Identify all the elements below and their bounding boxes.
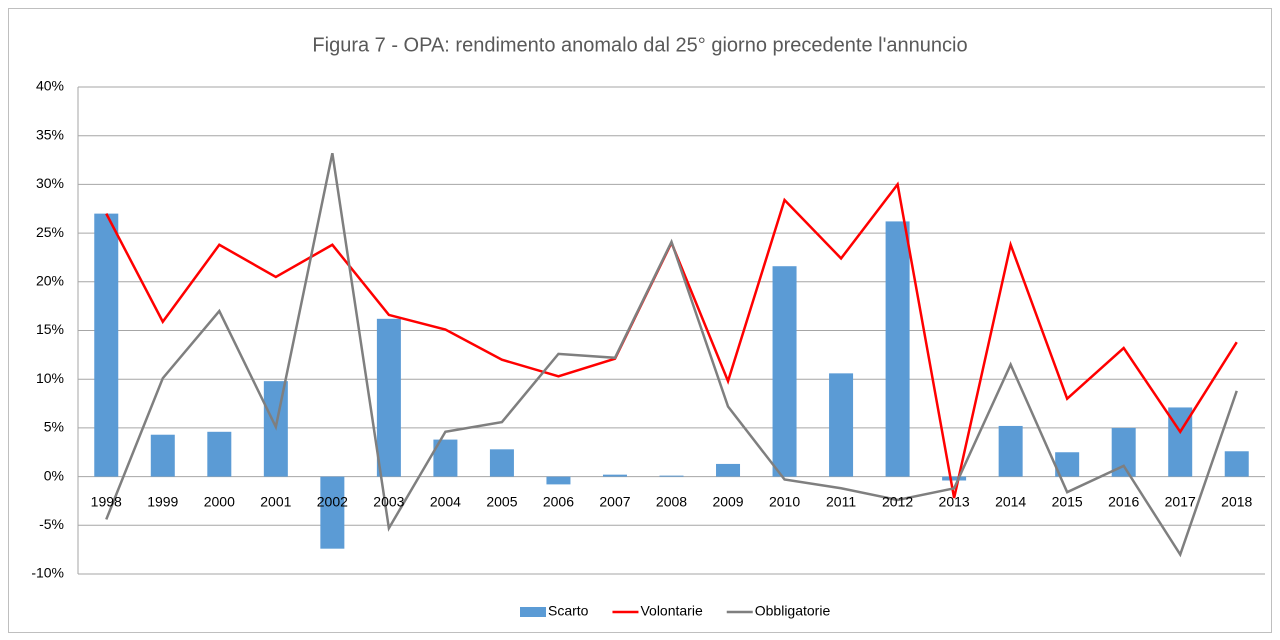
line <box>105 152 1238 558</box>
y-tick-label: -10% <box>31 565 64 581</box>
bar <box>94 213 119 477</box>
legend-label: Volontarie <box>640 603 702 619</box>
y-tick-label: 0% <box>44 467 64 483</box>
y-tick-label: 10% <box>36 370 64 386</box>
bar <box>998 425 1023 477</box>
x-tick-label: 2016 <box>1108 493 1139 509</box>
bar <box>376 318 401 477</box>
bar <box>659 475 684 477</box>
x-tick-label: 2001 <box>260 493 291 509</box>
x-tick-label: 2008 <box>656 493 687 509</box>
x-tick-label: 2002 <box>317 493 348 509</box>
x-tick-label: 2018 <box>1221 493 1252 509</box>
bar <box>489 449 514 477</box>
bar <box>885 221 910 477</box>
y-tick-label: 20% <box>36 273 64 289</box>
y-tick-label: 35% <box>36 126 64 142</box>
x-tick-label: 2007 <box>599 493 630 509</box>
x-tick-label: 2004 <box>430 493 461 509</box>
chart-border <box>8 8 1272 633</box>
x-tick-label: 2005 <box>486 493 517 509</box>
legend-swatch <box>520 607 546 617</box>
bar <box>829 373 854 477</box>
x-tick-label: 2009 <box>712 493 743 509</box>
bar <box>772 266 797 477</box>
x-tick-label: 2013 <box>939 493 970 509</box>
x-tick-label: 2017 <box>1165 493 1196 509</box>
bar <box>207 431 232 477</box>
bar <box>150 434 175 477</box>
x-tick-label: 2000 <box>204 493 235 509</box>
bar <box>942 476 967 481</box>
x-tick-label: 2014 <box>995 493 1026 509</box>
x-tick-label: 2006 <box>543 493 574 509</box>
chart-title: Figura 7 - OPA: rendimento anomalo dal 2… <box>312 34 967 56</box>
y-tick-label: 25% <box>36 224 64 240</box>
x-tick-label: 2012 <box>882 493 913 509</box>
x-tick-label: 2011 <box>826 493 856 509</box>
bar <box>1224 451 1249 477</box>
x-tick-label: 2015 <box>1052 493 1083 509</box>
x-tick-label: 1998 <box>91 493 122 509</box>
legend-label: Obbligatorie <box>755 603 831 619</box>
bar <box>602 474 627 477</box>
bar <box>320 476 345 549</box>
bar <box>546 476 571 485</box>
y-tick-label: 15% <box>36 321 64 337</box>
y-tick-label: -5% <box>39 516 64 532</box>
y-tick-label: 30% <box>36 175 64 191</box>
x-tick-label: 1999 <box>147 493 178 509</box>
x-tick-label: 2010 <box>769 493 800 509</box>
x-tick-label: 2003 <box>373 493 404 509</box>
bar <box>716 463 741 477</box>
y-tick-label: 5% <box>44 419 64 435</box>
y-tick-label: 40% <box>36 78 64 94</box>
legend-label: Scarto <box>548 603 589 619</box>
